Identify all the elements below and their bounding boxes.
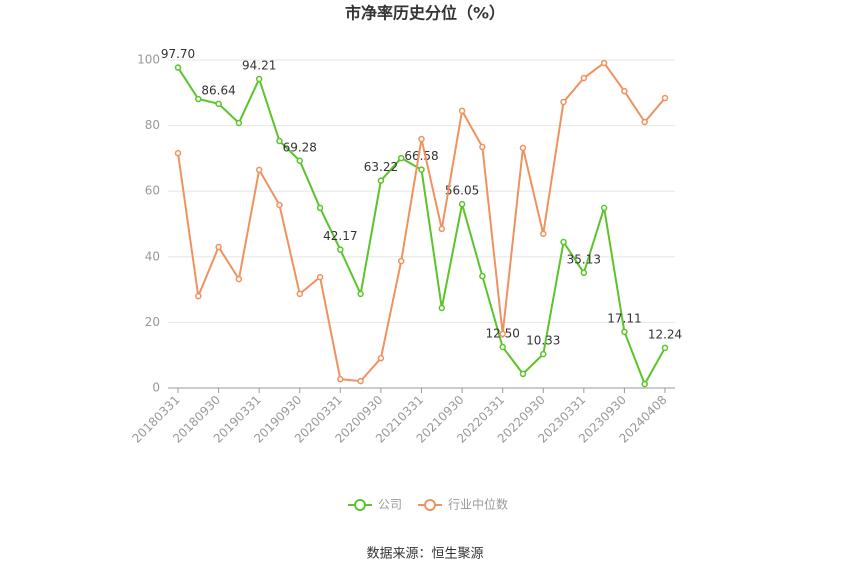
data-point <box>600 204 608 212</box>
data-point <box>397 257 405 265</box>
data-point <box>580 269 588 277</box>
data-point <box>621 328 628 336</box>
y-tick-label: 20 <box>145 315 160 329</box>
legend-label: 行业中位数 <box>448 497 508 512</box>
y-tick-label: 40 <box>145 249 160 263</box>
data-label: 63.22 <box>364 160 398 174</box>
data-point <box>661 94 669 102</box>
data-point <box>174 149 182 157</box>
data-point <box>418 166 425 173</box>
data-point <box>499 343 506 351</box>
data-label: 10.33 <box>526 334 560 348</box>
data-point <box>195 292 202 300</box>
data-point <box>215 100 222 108</box>
data-point <box>540 230 547 238</box>
data-point <box>357 377 364 385</box>
data-point <box>195 95 202 103</box>
data-point <box>174 64 182 71</box>
y-tick-label: 0 <box>152 381 160 395</box>
data-point <box>296 157 303 165</box>
data-point <box>255 75 263 83</box>
data-point <box>600 59 608 67</box>
source: 数据来源：恒生聚源 <box>366 547 483 562</box>
data-label: 42.17 <box>323 229 357 243</box>
data-point <box>337 246 344 253</box>
data-point <box>418 135 425 143</box>
data-point <box>560 238 567 246</box>
data-point <box>458 107 466 115</box>
data-label: 69.28 <box>283 140 317 154</box>
data-point <box>235 275 243 283</box>
data-point <box>438 225 446 233</box>
data-point <box>316 273 324 281</box>
data-point <box>580 74 588 82</box>
data-point <box>438 304 446 312</box>
data-label: 66.58 <box>404 149 438 163</box>
data-label: 56.05 <box>445 184 479 198</box>
data-point <box>397 154 405 162</box>
data-label: 17.11 <box>607 311 641 325</box>
y-tick-label: 60 <box>145 184 160 198</box>
data-point <box>458 200 466 208</box>
data-point <box>560 98 567 106</box>
data-point <box>621 87 628 95</box>
data-label: 97.70 <box>161 47 195 61</box>
data-point <box>357 290 364 298</box>
series-line <box>177 61 666 383</box>
legend-label: 公司 <box>378 498 402 512</box>
data-point <box>276 201 283 209</box>
legend-marker <box>424 499 437 511</box>
legend-marker <box>354 499 366 511</box>
data-point <box>337 375 344 383</box>
data-point <box>377 177 385 184</box>
data-point <box>519 370 527 378</box>
data-point <box>479 143 486 151</box>
data-label: 94.21 <box>242 58 276 72</box>
data-label: 86.64 <box>201 83 235 97</box>
data-point <box>641 380 648 388</box>
data-point <box>641 118 648 126</box>
data-point <box>255 166 263 174</box>
data-label: 35.13 <box>567 252 601 266</box>
y-tick-label: 100 <box>137 53 160 67</box>
data-point <box>296 290 303 298</box>
data-point <box>377 354 385 362</box>
data-point <box>540 350 547 358</box>
data-point <box>235 119 243 127</box>
data-point <box>519 144 527 152</box>
data-point <box>479 272 486 280</box>
data-point <box>499 330 506 338</box>
y-tick-label: 80 <box>145 118 160 132</box>
data-point <box>661 344 669 352</box>
chart-title: 市净率历史分位（%） <box>345 4 505 23</box>
series-line <box>177 67 666 387</box>
data-label: 12.24 <box>648 327 682 341</box>
data-point <box>316 204 324 212</box>
data-point <box>276 137 283 145</box>
data-point <box>215 243 222 251</box>
